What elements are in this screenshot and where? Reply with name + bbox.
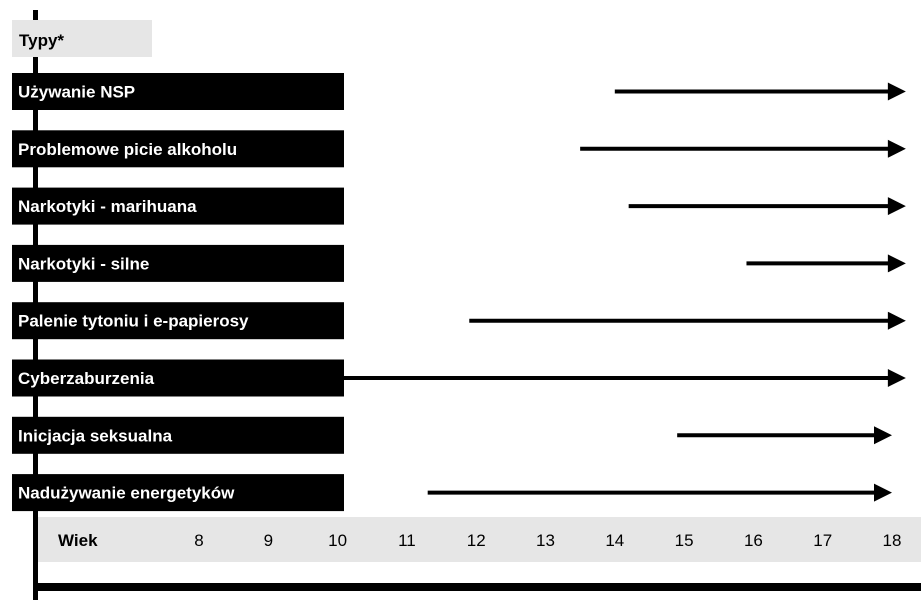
timeline-row: Cyberzaburzenia (12, 359, 906, 397)
timeline-row: Inicjacja seksualna (12, 416, 892, 454)
row-label: Używanie NSP (18, 83, 135, 102)
age-tick-label: 8 (194, 531, 203, 550)
range-arrow-head (887, 139, 906, 158)
age-tick-label: 12 (467, 531, 486, 550)
ticks-group: 8 9 10 11 12 13 14 15 16 17 18 (194, 531, 901, 550)
row-label-box (12, 474, 344, 512)
range-arrow-head (887, 254, 906, 273)
rows-group: Używanie NSP Problemowe picie alkoholu Nar… (12, 73, 906, 512)
row-label-box (12, 130, 344, 168)
row-label: Nadużywanie energetyków (18, 484, 235, 503)
age-tick-label: 18 (883, 531, 902, 550)
axis-band (38, 517, 921, 562)
timeline-row: Narkotyki - marihuana (12, 187, 906, 225)
age-tick-label: 13 (536, 531, 555, 550)
age-tick-label: 11 (398, 531, 416, 550)
range-arrow-head (887, 369, 906, 387)
age-tick-label: 9 (264, 531, 273, 550)
header-label: Typy* (19, 31, 64, 50)
row-label-box (12, 302, 344, 340)
range-arrow-head (874, 426, 892, 445)
range-arrow-head (887, 311, 906, 330)
row-label-box (12, 73, 344, 110)
row-label: Palenie tytoniu i e-papierosy (18, 312, 249, 331)
row-label-box (12, 359, 344, 397)
timeline-row: Problemowe picie alkoholu (12, 130, 906, 168)
age-tick-label: 16 (744, 531, 763, 550)
row-label: Problemowe picie alkoholu (18, 140, 237, 159)
range-arrow-head (874, 483, 892, 502)
age-tick-label: 14 (605, 531, 624, 550)
timeline-row: Palenie tytoniu i e-papierosy (12, 302, 906, 340)
row-label-box (12, 416, 344, 454)
header-background (12, 20, 152, 57)
timeline-row: Narkotyki - silne (12, 244, 906, 282)
timeline-row: Nadużywanie energetyków (12, 474, 892, 512)
timeline-row: Używanie NSP (12, 73, 906, 110)
row-label: Narkotyki - silne (18, 254, 149, 273)
row-label-box (12, 187, 344, 225)
bottom-axis-line (33, 583, 921, 591)
range-arrow-head (887, 82, 906, 101)
age-tick-label: 15 (675, 531, 694, 550)
row-label-box (12, 244, 344, 282)
row-label: Cyberzaburzenia (18, 369, 155, 388)
axis-label: Wiek (58, 531, 98, 550)
row-label: Inicjacja seksualna (18, 426, 173, 445)
range-arrow-head (887, 197, 906, 216)
age-tick-label: 10 (328, 531, 347, 550)
age-tick-label: 17 (813, 531, 832, 550)
row-label: Narkotyki - marihuana (18, 197, 197, 216)
